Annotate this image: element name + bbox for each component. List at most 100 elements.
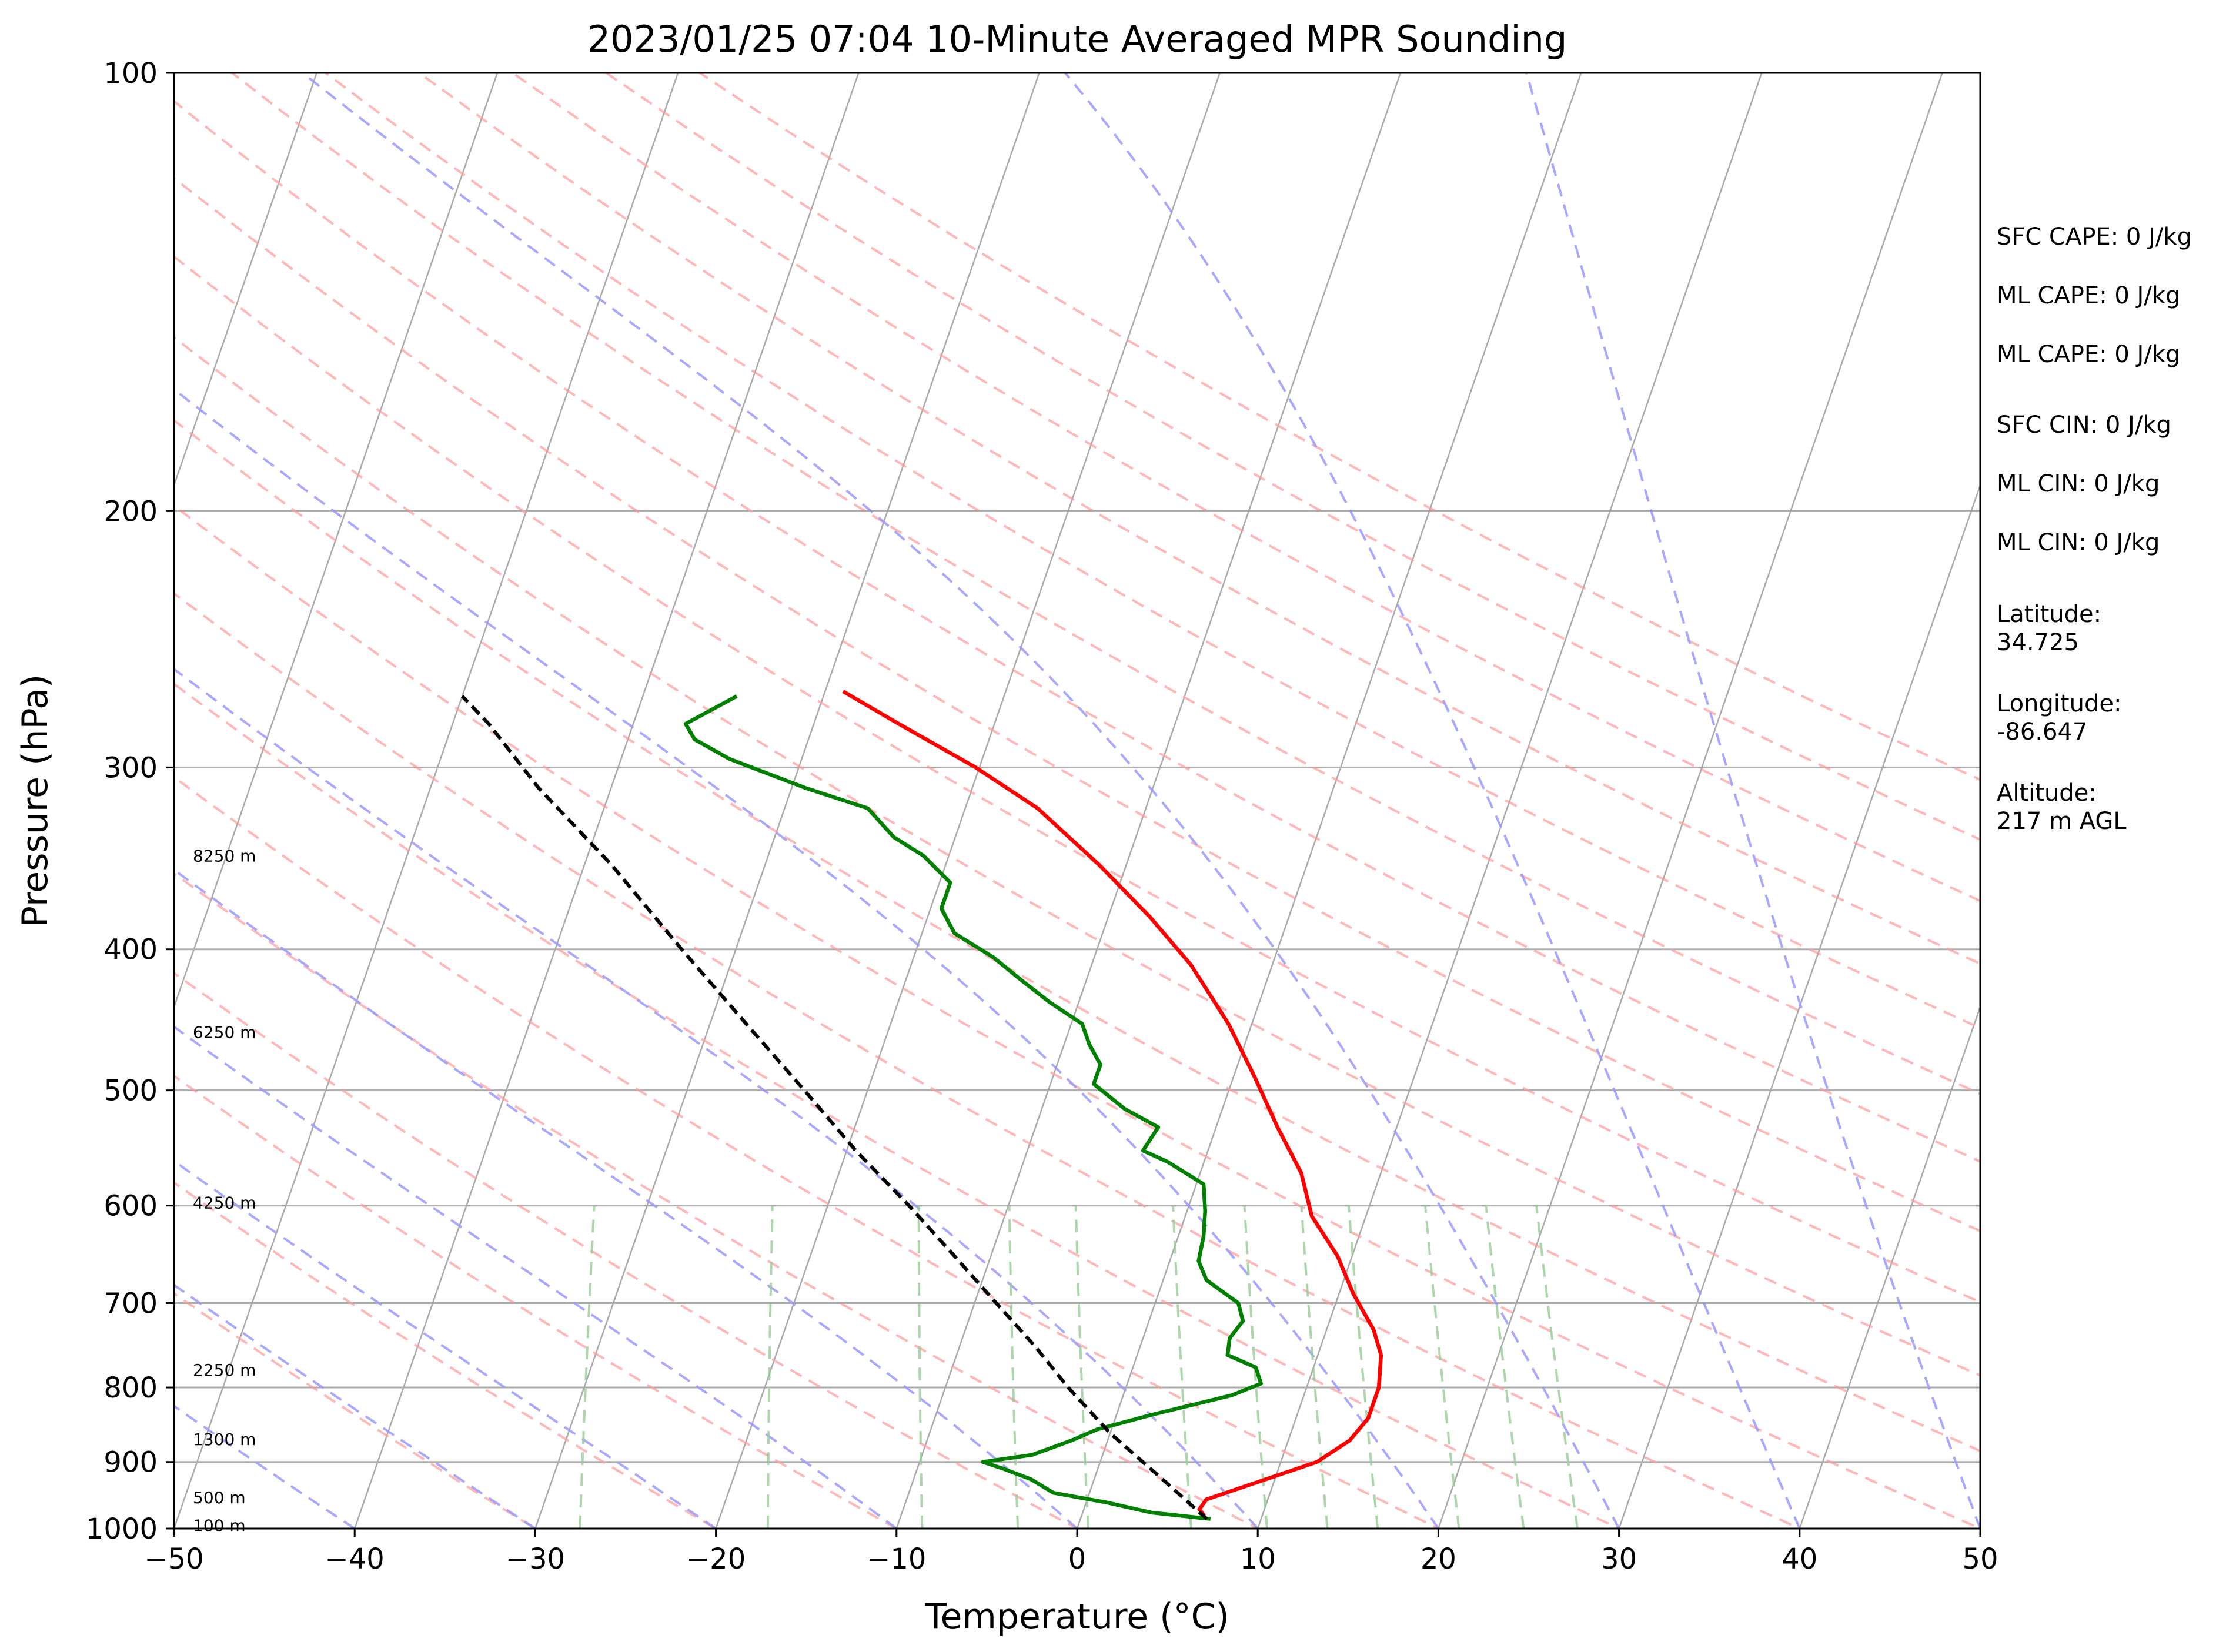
x-tick-label: −40 (325, 1543, 385, 1576)
x-tick-label: 20 (1421, 1543, 1456, 1576)
info-line: Altitude: (1997, 780, 2097, 807)
dry-adiabat-line (174, 872, 1261, 1529)
dry-adiabat-line (174, 336, 1980, 1377)
info-line: Latitude: (1997, 601, 2101, 628)
dry-adiabat-line (605, 73, 1980, 841)
mixing-ratio-line (1300, 1205, 1329, 1529)
mixing-ratio-line (1008, 1205, 1020, 1529)
dry-adiabat-line (698, 73, 1980, 781)
x-tick-label: −20 (686, 1543, 746, 1576)
dry-adiabat-line (174, 1292, 538, 1529)
mixing-ratio-line (1535, 1205, 1579, 1529)
mixing-ratio-line (579, 1205, 596, 1529)
isotherm-line (1257, 73, 1763, 1529)
isotherm-line (534, 73, 1040, 1529)
chart-title: 2023/01/25 07:04 10-Minute Averaged MPR … (587, 18, 1567, 61)
y-tick-label: 300 (103, 751, 158, 784)
x-tick-label: −30 (506, 1543, 565, 1576)
mixing-ratio-line (1074, 1205, 1089, 1529)
x-tick-label: −50 (144, 1543, 203, 1576)
height-label: 2250 m (193, 1360, 256, 1380)
info-line: ML CAPE: 0 J/kg (1997, 282, 2180, 309)
height-label: 500 m (193, 1488, 246, 1507)
info-line: Longitude: (1997, 690, 2121, 717)
mixing-ratio-line (766, 1205, 774, 1529)
x-tick-label: −10 (867, 1543, 926, 1576)
moist-adiabat-line (1064, 73, 1801, 1529)
moist-adiabat-line (302, 73, 1620, 1529)
info-line: ML CIN: 0 J/kg (1997, 529, 2160, 556)
moist-adiabat-line (174, 1025, 898, 1529)
height-label: 4250 m (193, 1193, 256, 1212)
moist-adiabat-line (174, 667, 1259, 1529)
dry-adiabat-line (174, 504, 1980, 1529)
isotherm-line (715, 73, 1221, 1529)
height-label: 6250 m (193, 1023, 256, 1042)
y-tick-label: 500 (103, 1075, 158, 1108)
parcel-profile-line (460, 695, 1208, 1520)
y-tick-label: 700 (103, 1287, 158, 1320)
isotherm-line (1438, 73, 1943, 1529)
x-axis: −50 −40 −30 −20 −10 0 10 20 30 40 50 (144, 1529, 1998, 1576)
info-line: ML CIN: 0 J/kg (1997, 470, 2160, 497)
mixing-ratio-line (1243, 1205, 1268, 1529)
temperature-profile-line (842, 690, 1383, 1517)
isotherm-line (354, 73, 860, 1529)
info-line: ML CAPE: 0 J/kg (1997, 341, 2180, 368)
y-tick-label: 900 (103, 1446, 158, 1479)
isotherm-line (174, 73, 499, 1009)
y-tick-label: 800 (103, 1372, 158, 1404)
y-tick-label: 200 (103, 495, 158, 528)
info-line: 217 m AGL (1997, 808, 2127, 835)
height-labels: 8250 m 6250 m 4250 m 2250 m 1300 m 500 m 100 m (193, 847, 256, 1536)
height-label: 1300 m (193, 1430, 256, 1449)
isotherm-line (174, 73, 317, 487)
x-tick-label: 50 (1962, 1543, 1998, 1576)
dry-adiabat-line (174, 255, 1980, 1304)
x-axis-label: Temperature (°C) (924, 1596, 1229, 1637)
dry-adiabat-line (174, 591, 1803, 1529)
moist-adiabat-line (174, 868, 1078, 1529)
mixing-ratio-line (1424, 1205, 1460, 1529)
y-axis-label: Pressure (hPa) (15, 674, 56, 927)
isotherm-line (1618, 483, 1980, 1529)
x-tick-label: 10 (1240, 1543, 1276, 1576)
dry-adiabat-line (174, 682, 1622, 1529)
y-tick-label: 1000 (86, 1513, 158, 1546)
dry-adiabat-line (174, 419, 1980, 1453)
mixing-ratio-line (1172, 1205, 1192, 1529)
dry-adiabat-line (174, 971, 1080, 1529)
sounding-info-panel: SFC CAPE: 0 J/kg ML CAPE: 0 J/kg ML CAPE: … (1997, 223, 2192, 835)
dry-adiabat-line (174, 99, 1980, 1163)
x-tick-label: 30 (1601, 1543, 1637, 1576)
isotherm-line (895, 73, 1402, 1529)
info-line: SFC CIN: 0 J/kg (1997, 412, 2171, 439)
dry-adiabat-line (325, 73, 1980, 1029)
dewpoint-profile-line (683, 694, 1263, 1521)
y-tick-label: 600 (103, 1190, 158, 1223)
dry-adiabat-line (174, 176, 1980, 1232)
mixing-ratio-line (1347, 1205, 1379, 1529)
x-tick-label: 0 (1068, 1543, 1087, 1576)
info-line: -86.647 (1997, 718, 2087, 745)
dry-adiabat-line (418, 73, 1980, 965)
y-tick-label: 400 (103, 934, 158, 967)
background-lines (174, 73, 1980, 1529)
isotherm-line (1799, 1004, 1980, 1529)
isotherm-line (1076, 73, 1582, 1529)
moist-adiabat-line (174, 387, 1440, 1529)
height-label: 8250 m (193, 847, 256, 866)
data-series (460, 690, 1383, 1521)
y-tick-label: 100 (103, 57, 158, 90)
info-line: 34.725 (1997, 629, 2079, 656)
info-line: SFC CAPE: 0 J/kg (1997, 223, 2192, 250)
dry-adiabat-line (174, 775, 1441, 1529)
height-label: 100 m (193, 1516, 246, 1536)
isotherm-line (174, 73, 679, 1529)
x-tick-label: 40 (1782, 1543, 1817, 1576)
moist-adiabat-line (1525, 73, 1980, 1529)
y-axis: 1000 900 800 700 600 500 400 300 200 100 (86, 57, 174, 1546)
mixing-ratio-line (917, 1205, 924, 1529)
